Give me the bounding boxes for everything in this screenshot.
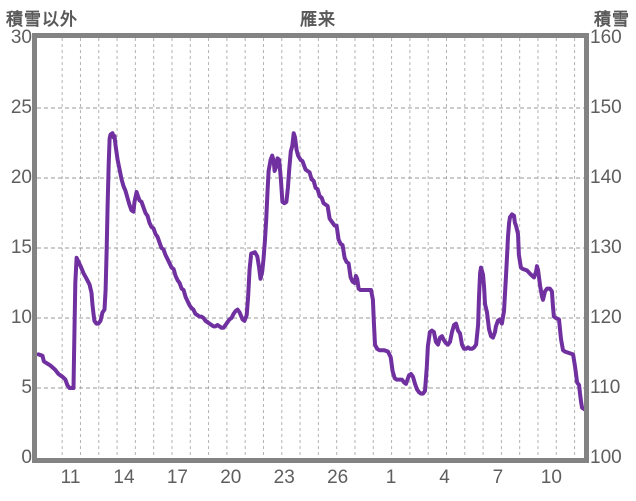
left-axis-tick-label: 20: [10, 167, 32, 188]
right-axis-title: 積雪: [594, 10, 630, 29]
x-axis-tick-label: 17: [166, 467, 188, 488]
x-axis-tick-label: 14: [113, 467, 135, 488]
right-axis-tick-label: 160: [590, 27, 622, 48]
x-axis-tick-label: 4: [439, 467, 450, 488]
right-axis-tick-label: 100: [590, 447, 622, 468]
right-axis-tick-label: 140: [590, 167, 622, 188]
left-axis-tick-label: 0: [21, 447, 32, 468]
left-axis-tick-label: 10: [10, 307, 32, 328]
right-axis-tick-label: 150: [590, 97, 622, 118]
x-axis-tick-label: 1: [385, 467, 397, 488]
left-axis-tick-label: 15: [10, 237, 32, 258]
x-axis-tick-label: 20: [220, 467, 242, 488]
left-axis-title: 積雪以外: [6, 10, 78, 29]
x-axis-tick-label: 26: [327, 467, 349, 488]
plot-area: [32, 33, 589, 463]
left-axis-tick-label: 30: [10, 27, 32, 48]
x-axis-tick-label: 23: [273, 467, 295, 488]
x-axis-tick-label: 10: [540, 467, 562, 488]
chart-title: 雁来: [300, 10, 336, 29]
x-axis-tick-label: 11: [60, 467, 81, 488]
right-axis-tick-label: 130: [590, 237, 622, 258]
left-axis-tick-label: 5: [21, 377, 32, 398]
line-chart-svg: [37, 38, 584, 458]
left-axis-tick-label: 25: [10, 97, 32, 118]
data-line-積雪以外: [37, 131, 584, 411]
right-axis-tick-label: 110: [590, 377, 621, 398]
right-axis-tick-label: 120: [590, 307, 622, 328]
x-axis-tick-label: 7: [492, 467, 504, 488]
